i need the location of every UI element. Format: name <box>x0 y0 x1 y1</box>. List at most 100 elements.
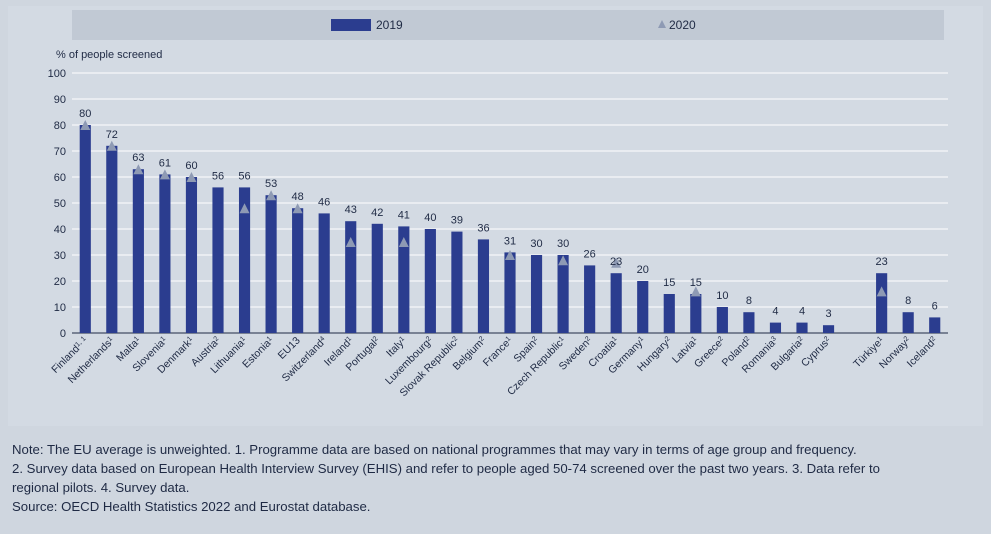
y-tick-label: 0 <box>60 328 66 340</box>
bar <box>398 226 410 333</box>
data-label: 56 <box>212 170 224 182</box>
data-label: 72 <box>106 129 118 141</box>
y-tick-label: 70 <box>54 146 66 158</box>
marker-2020 <box>106 140 117 151</box>
marker-2020 <box>345 237 356 247</box>
y-tick-label: 90 <box>54 94 66 106</box>
y-tick-label: 30 <box>54 250 66 262</box>
bar <box>292 208 304 333</box>
bar <box>557 255 569 333</box>
bar <box>185 177 198 333</box>
footnote-marker: 2 <box>902 335 910 343</box>
data-label: 4 <box>772 306 778 318</box>
bar <box>238 187 251 333</box>
bar <box>477 239 490 333</box>
x-tick-label: France1 <box>481 335 515 369</box>
bar <box>822 325 835 333</box>
legend-background <box>72 10 944 40</box>
bar <box>159 174 171 333</box>
data-label: 39 <box>451 215 463 227</box>
bar <box>584 265 596 333</box>
marker-2020 <box>159 169 170 180</box>
marker-2020 <box>505 250 515 260</box>
data-label: 8 <box>746 295 752 307</box>
bar <box>530 255 543 333</box>
legend-label-2020: 2020 <box>669 18 696 32</box>
data-label: 4 <box>799 306 805 318</box>
data-label: 30 <box>530 238 542 250</box>
data-label: 6 <box>932 300 938 312</box>
marker-2020 <box>133 164 144 175</box>
data-label: 80 <box>79 108 91 120</box>
footnote-marker: 2 <box>929 335 937 343</box>
legend-label-2019: 2019 <box>376 18 403 32</box>
y-tick-label: 100 <box>48 68 66 80</box>
data-label: 20 <box>637 264 649 276</box>
data-label: 60 <box>185 160 197 172</box>
marker-2020 <box>239 203 250 214</box>
marker-2020 <box>690 286 701 297</box>
footnote-marker: 1 <box>345 335 353 343</box>
source-line: Source: OECD Health Statistics 2022 and … <box>12 499 371 514</box>
footnote-marker: 2 <box>796 335 804 343</box>
footnote-marker: 2 <box>451 335 459 343</box>
bar <box>451 231 463 333</box>
bar <box>318 213 330 333</box>
y-tick-label: 20 <box>54 276 66 288</box>
bar <box>769 322 782 333</box>
bar <box>902 312 914 333</box>
marker-2020 <box>611 257 622 268</box>
note-line-1: Note: The EU average is unweighted. 1. P… <box>12 442 857 457</box>
legend-swatch-2019 <box>331 19 371 31</box>
chart-notes: Note: The EU average is unweighted. 1. P… <box>12 440 982 516</box>
footnote-marker: 2 <box>584 335 592 343</box>
markers-2020 <box>80 120 887 297</box>
data-label: 53 <box>265 178 277 190</box>
footnote-marker: 1 <box>398 335 406 343</box>
marker-2020 <box>80 120 91 130</box>
data-label: 42 <box>371 207 383 219</box>
y-axis-label: % of people screened <box>56 49 162 61</box>
footnote-marker: 2 <box>717 335 725 343</box>
data-label: 15 <box>690 277 702 289</box>
data-label: 23 <box>876 256 888 268</box>
bar <box>876 273 888 333</box>
footnote-marker: 1 <box>106 335 114 343</box>
footnote-marker: 2 <box>531 335 539 343</box>
bar <box>743 312 755 333</box>
y-tick-labels: 0 10 20 30 40 50 60 70 80 90 100 <box>48 68 66 340</box>
bar-chart: 2019 2020 % of people screened 0 10 20 30 40… <box>48 10 948 400</box>
bar <box>690 294 702 333</box>
footnote-marker: 1 <box>557 335 565 343</box>
footnote-marker: 2 <box>212 335 220 343</box>
bar <box>345 221 357 333</box>
data-label: 3 <box>825 308 831 320</box>
footnote-marker: 1 <box>637 335 645 343</box>
data-label: 56 <box>238 170 250 182</box>
data-label: 41 <box>398 209 410 221</box>
y-tick-label: 80 <box>54 120 66 132</box>
x-tick-label: Cyprus2 <box>799 335 834 370</box>
footnote-marker: 2 <box>823 335 831 343</box>
data-label: 40 <box>424 212 436 224</box>
data-label: 8 <box>905 295 911 307</box>
footnote-marker: 1 <box>186 335 194 343</box>
bar <box>504 252 516 333</box>
bar <box>716 307 728 333</box>
footnote-marker: 1 <box>133 335 141 343</box>
note-line-3: regional pilots. 4. Survey data. <box>12 480 190 495</box>
y-tick-label: 40 <box>54 224 66 236</box>
footnote-marker: 1 <box>265 335 273 343</box>
bar <box>265 195 277 333</box>
marker-2020 <box>876 286 887 297</box>
data-label: 10 <box>716 290 728 302</box>
footnote-marker: 3 <box>770 335 778 343</box>
data-label: 30 <box>557 238 569 250</box>
bar <box>610 273 622 333</box>
data-label: 61 <box>159 157 171 169</box>
footnote-marker: 2 <box>664 335 672 343</box>
bar <box>929 317 941 333</box>
legend: 2019 2020 <box>72 10 944 40</box>
marker-2020 <box>266 190 277 201</box>
